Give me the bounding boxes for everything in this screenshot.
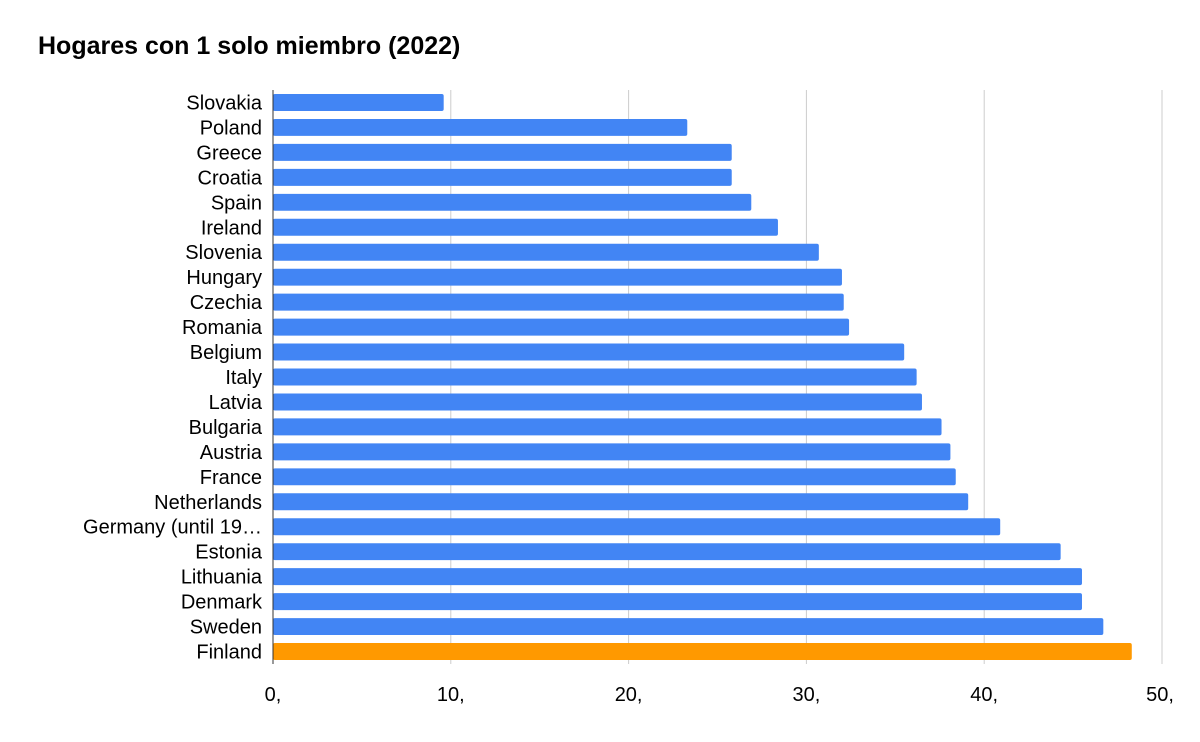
bar [273,343,905,361]
bar [273,593,1082,611]
category-label: Austria [200,442,263,464]
category-label: Finland [196,642,262,664]
bar [273,293,844,311]
bar [273,243,819,261]
bar [273,393,922,411]
category-label: Croatia [198,167,263,189]
bar [273,93,444,111]
bar [273,443,951,461]
bar [273,543,1061,561]
bar [273,143,732,161]
bar [273,168,732,186]
bars [273,93,1132,661]
category-label: Bulgaria [189,417,263,439]
x-tick-labels: 0, 10, 20, 30, 40, 50, [265,684,1174,706]
x-tick-label: 0, [265,684,282,706]
bar [273,118,688,136]
category-label: Poland [200,117,262,139]
category-label: Lithuania [181,567,263,589]
x-tick-label: 10, [437,684,465,706]
category-label: France [200,467,262,489]
bar [273,518,1001,536]
category-label: Netherlands [154,492,262,514]
bar [273,493,969,511]
category-label: Hungary [186,267,262,289]
bar [273,193,752,211]
category-labels: Slovakia Poland Greece Croatia Spain Ireland S… [83,92,263,663]
category-label: Sweden [190,617,262,639]
x-tick-label: 40, [970,684,998,706]
bar [273,368,917,386]
category-label: Slovenia [185,242,263,264]
bar [273,218,778,236]
category-label: Romania [182,317,263,339]
bar [273,268,842,286]
category-label: Spain [211,192,262,214]
bar [273,318,850,336]
bar [273,568,1082,586]
category-label: Czechia [190,292,263,314]
bar [273,643,1132,661]
x-tick-label: 50, [1146,684,1174,706]
category-label: Belgium [190,342,262,364]
category-label: Latvia [209,392,263,414]
category-label: Denmark [181,592,263,614]
category-label: Estonia [195,542,263,564]
chart-title: Hogares con 1 solo miembro (2022) [38,32,461,60]
x-tick-label: 20, [615,684,643,706]
bar [273,468,956,486]
category-label: Greece [196,142,262,164]
category-label: Ireland [201,217,262,239]
x-tick-label: 30, [792,684,820,706]
bar [273,618,1104,636]
category-label: Italy [225,367,262,389]
bar [273,418,942,436]
category-label: Germany (until 19… [83,517,262,539]
category-label: Slovakia [186,92,262,114]
